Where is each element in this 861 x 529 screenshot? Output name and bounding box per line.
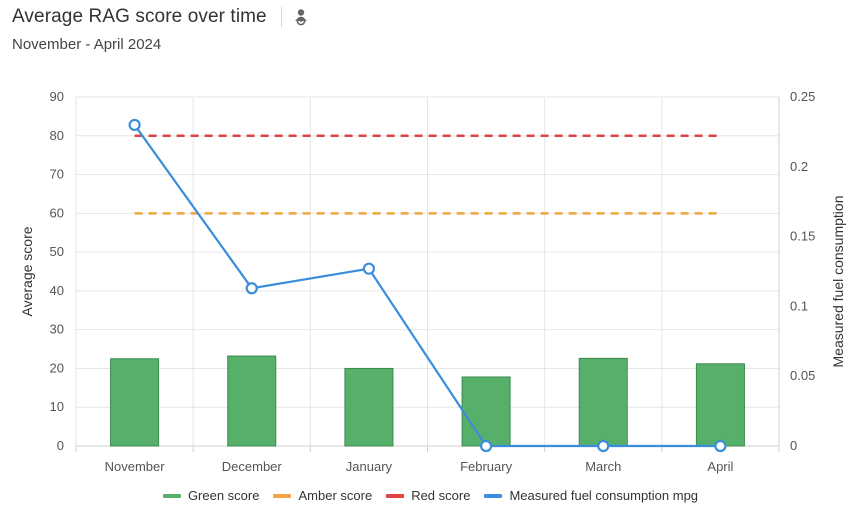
y-right-tick-label: 0.05 xyxy=(790,368,815,383)
x-tick-label: February xyxy=(460,459,513,474)
legend-item-amber-score[interactable]: Amber score xyxy=(273,488,372,503)
y-left-tick-label: 70 xyxy=(50,167,64,182)
x-tick-label: December xyxy=(222,459,283,474)
green-score-bar xyxy=(110,358,160,447)
x-tick-label: January xyxy=(346,459,393,474)
y-right-tick-label: 0.25 xyxy=(790,89,815,104)
y-right-tick-label: 0.15 xyxy=(790,229,815,244)
y-right-tick-label: 0 xyxy=(790,438,797,453)
legend-label: Amber score xyxy=(298,488,373,503)
y-right-tick-label: 0.2 xyxy=(790,159,808,174)
y-left-tick-label: 40 xyxy=(50,283,64,298)
fuel-consumption-point xyxy=(245,282,258,295)
y-left-tick-label: 90 xyxy=(50,89,64,104)
y-left-tick-label: 60 xyxy=(50,205,64,220)
y-left-axis-title: Average score xyxy=(19,226,35,316)
chart-legend: Green score Amber score Red score Measured … xyxy=(0,488,861,503)
x-tick-label: March xyxy=(585,459,621,474)
y-left-tick-label: 0 xyxy=(57,438,64,453)
legend-swatch xyxy=(162,493,181,498)
fuel-consumption-point xyxy=(362,262,376,275)
green-score-bar xyxy=(578,357,628,447)
y-left-tick-label: 10 xyxy=(50,399,64,414)
x-tick-label: April xyxy=(707,459,733,474)
green-score-bar xyxy=(227,355,277,447)
chart-title: Average RAG score over time xyxy=(12,6,267,27)
y-left-tick-label: 30 xyxy=(50,322,64,337)
legend-item-measured-fuel-consumption-mpg[interactable]: Measured fuel consumption mpg xyxy=(484,488,698,503)
legend-swatch xyxy=(273,493,292,498)
green-score-bar xyxy=(344,367,394,447)
y-right-tick-label: 0.1 xyxy=(790,298,808,313)
fuel-consumption-point xyxy=(128,118,141,132)
fuel-consumption-point xyxy=(597,439,610,453)
title-divider xyxy=(280,7,282,27)
legend-label: Green score xyxy=(187,488,260,503)
y-right-axis-title: Measured fuel consumption xyxy=(830,196,846,368)
chart-subtitle: November - April 2024 xyxy=(12,36,162,53)
fuel-consumption-point xyxy=(714,439,727,453)
fuel-consumption-line xyxy=(133,124,721,448)
legend-label: Measured fuel consumption mpg xyxy=(509,488,699,503)
rag-score-chart: 0 10 20 30 40 50 60 70 80 90 0 0.05 0.1 0.15 0.2 0.25 No… xyxy=(19,89,846,474)
legend-swatch xyxy=(484,493,503,498)
legend-item-red-score[interactable]: Red score xyxy=(386,488,470,503)
driver-icon[interactable] xyxy=(292,8,310,26)
legend-swatch xyxy=(386,493,405,498)
green-score-bar xyxy=(695,363,745,447)
chart-header: Average RAG score over time xyxy=(12,6,310,28)
legend-label: Red score xyxy=(411,488,471,503)
x-tick-label: November xyxy=(105,459,166,474)
y-left-tick-label: 80 xyxy=(50,128,64,143)
legend-item-green-score[interactable]: Green score xyxy=(162,488,260,503)
y-left-tick-label: 20 xyxy=(50,360,64,375)
y-left-tick-label: 50 xyxy=(50,244,64,259)
fuel-consumption-point xyxy=(479,439,493,453)
green-score-bar xyxy=(461,376,511,447)
